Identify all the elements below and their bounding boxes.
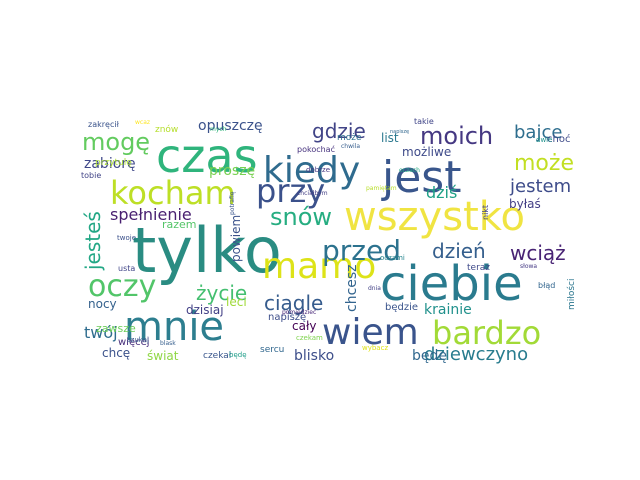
word-81: dobrze bbox=[306, 166, 330, 174]
word-72: błąd bbox=[538, 281, 555, 290]
word-32: blisko bbox=[294, 348, 334, 364]
word-14: przed bbox=[322, 234, 401, 267]
word-66: sercu bbox=[260, 345, 284, 355]
word-79: szukaj bbox=[127, 336, 149, 344]
word-55: wcaz bbox=[135, 119, 150, 126]
word-53: tobie bbox=[81, 171, 101, 180]
word-67: będę bbox=[229, 351, 247, 359]
word-69: miłości bbox=[566, 279, 577, 310]
word-51: znów bbox=[155, 124, 178, 135]
word-29: dziś bbox=[426, 183, 457, 202]
word-49: razem bbox=[162, 218, 197, 231]
word-36: krainie bbox=[424, 302, 472, 318]
word-44: świat bbox=[147, 349, 179, 363]
word-46: leci bbox=[226, 295, 247, 309]
word-74: oczami bbox=[380, 254, 405, 262]
word-56: mych bbox=[210, 126, 227, 133]
word-28: jesteś bbox=[81, 211, 105, 271]
word-52: przytulę bbox=[95, 158, 132, 168]
word-59: pokochać bbox=[297, 144, 335, 154]
word-18: snów bbox=[270, 203, 332, 231]
word-58: może bbox=[337, 133, 362, 143]
word-73: nikt bbox=[481, 205, 490, 220]
word-76: usta bbox=[118, 264, 135, 273]
word-34: chcesz bbox=[344, 264, 360, 312]
word-15: mogę bbox=[82, 128, 150, 156]
word-54: zakręcił bbox=[88, 120, 120, 129]
word-75: dnia bbox=[368, 285, 381, 292]
word-21: jestem bbox=[509, 176, 571, 197]
word-84: pomiedzieć bbox=[282, 309, 316, 316]
word-78: blask bbox=[160, 340, 176, 347]
word-43: powiem bbox=[229, 215, 243, 262]
word-20: dzień bbox=[432, 239, 486, 263]
word-83: chciałbym bbox=[297, 190, 328, 197]
word-80: pamiętam bbox=[366, 185, 397, 192]
word-86: napiszę bbox=[390, 129, 409, 135]
word-39: nocy bbox=[88, 297, 117, 311]
word-35: opuszczę bbox=[198, 118, 263, 134]
word-64: czekał bbox=[203, 351, 232, 361]
word-85: wybacz bbox=[362, 344, 388, 352]
word-68: będzie bbox=[385, 302, 418, 313]
word-37: byłaś bbox=[509, 197, 541, 211]
word-71: słowa bbox=[520, 263, 537, 270]
word-33: będę bbox=[412, 348, 447, 364]
word-45: chcę bbox=[102, 346, 130, 360]
word-40: dzisiaj bbox=[186, 303, 224, 317]
word-82: oczach bbox=[399, 167, 420, 174]
word-38: proszę bbox=[209, 163, 255, 179]
word-60: chwila bbox=[341, 143, 360, 150]
word-77: twoje bbox=[117, 234, 136, 242]
word-63: dwie bbox=[536, 136, 552, 144]
word-50: zawsze bbox=[96, 322, 136, 335]
word-65: czekam bbox=[296, 334, 323, 342]
word-17: może bbox=[514, 151, 574, 176]
word-87: potrafię bbox=[229, 191, 236, 215]
word-41: możliwe bbox=[402, 145, 451, 159]
word-23: wciąż bbox=[510, 241, 566, 265]
word-70: teraz bbox=[467, 263, 490, 273]
word-61: takie bbox=[414, 117, 434, 126]
